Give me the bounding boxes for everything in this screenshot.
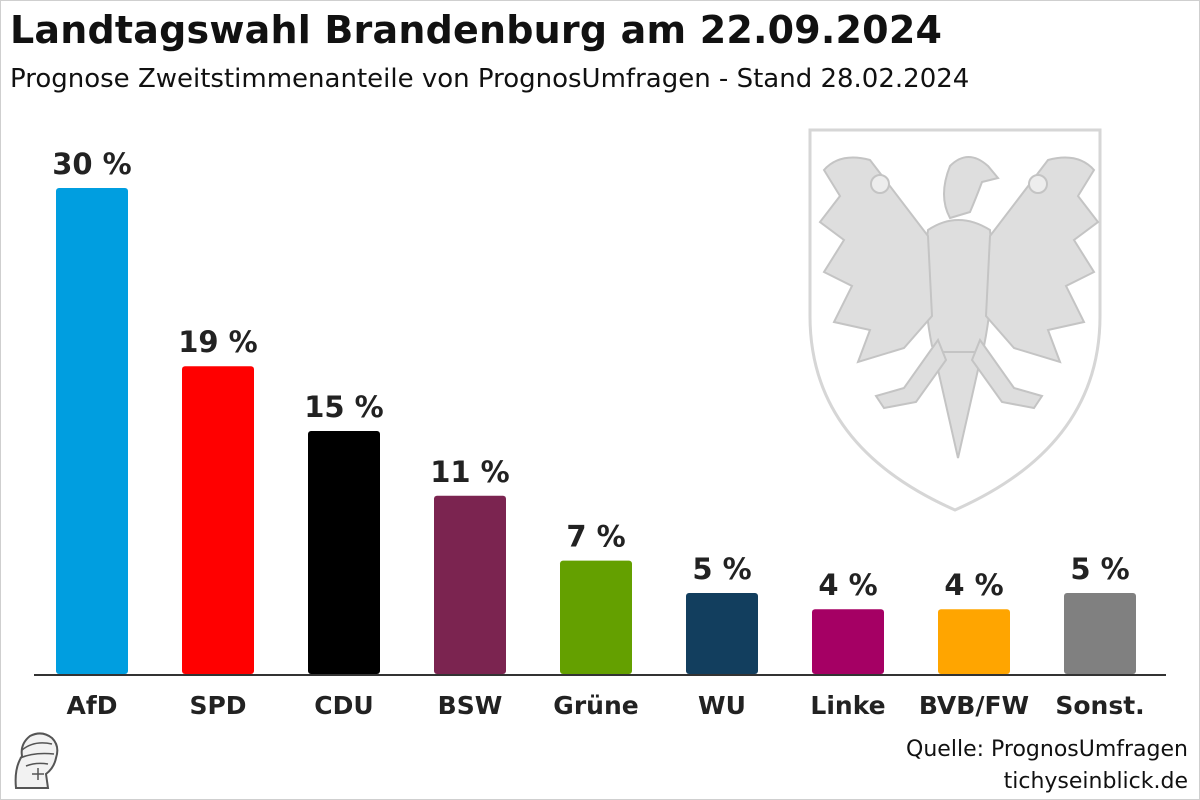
bar-bvb-fw	[938, 609, 1010, 674]
data-label: 11 %	[430, 455, 510, 489]
source-note: Quelle: PrognosUmfragen tichyseinblick.d…	[906, 734, 1188, 798]
bar-cdu	[308, 431, 380, 674]
bar-gr-ne	[560, 560, 632, 674]
bar-linke	[812, 609, 884, 674]
bar-bsw	[434, 495, 506, 674]
data-label: 15 %	[304, 390, 384, 424]
source-label: Quelle: PrognosUmfragen	[906, 737, 1188, 762]
data-label: 4 %	[818, 568, 877, 602]
chart-subtitle: Prognose Zweitstimmenanteile von Prognos…	[10, 64, 970, 94]
bar-wu	[686, 593, 758, 674]
bar-afd	[56, 188, 128, 674]
data-label: 19 %	[178, 325, 258, 359]
bar-spd	[182, 366, 254, 674]
category-label: BSW	[438, 691, 503, 720]
category-label: WU	[698, 691, 746, 720]
website-label: tichyseinblick.de	[1003, 769, 1188, 794]
coat-of-arms-watermark	[808, 128, 1102, 512]
data-label: 4 %	[944, 568, 1003, 602]
category-label: AfD	[67, 691, 118, 720]
chart-title: Landtagswahl Brandenburg am 22.09.2024	[10, 8, 943, 52]
data-label: 5 %	[692, 552, 751, 586]
data-label: 30 %	[52, 147, 132, 181]
category-label: CDU	[314, 691, 373, 720]
category-label: BVB/FW	[919, 691, 1029, 720]
category-label: Grüne	[553, 691, 638, 720]
bar-sonst	[1064, 593, 1136, 674]
data-label: 5 %	[1070, 552, 1129, 586]
category-label: Linke	[810, 691, 885, 720]
category-label: SPD	[189, 691, 246, 720]
publisher-logo-icon	[14, 732, 59, 789]
category-label: Sonst.	[1055, 691, 1144, 720]
data-label: 7 %	[566, 520, 625, 554]
